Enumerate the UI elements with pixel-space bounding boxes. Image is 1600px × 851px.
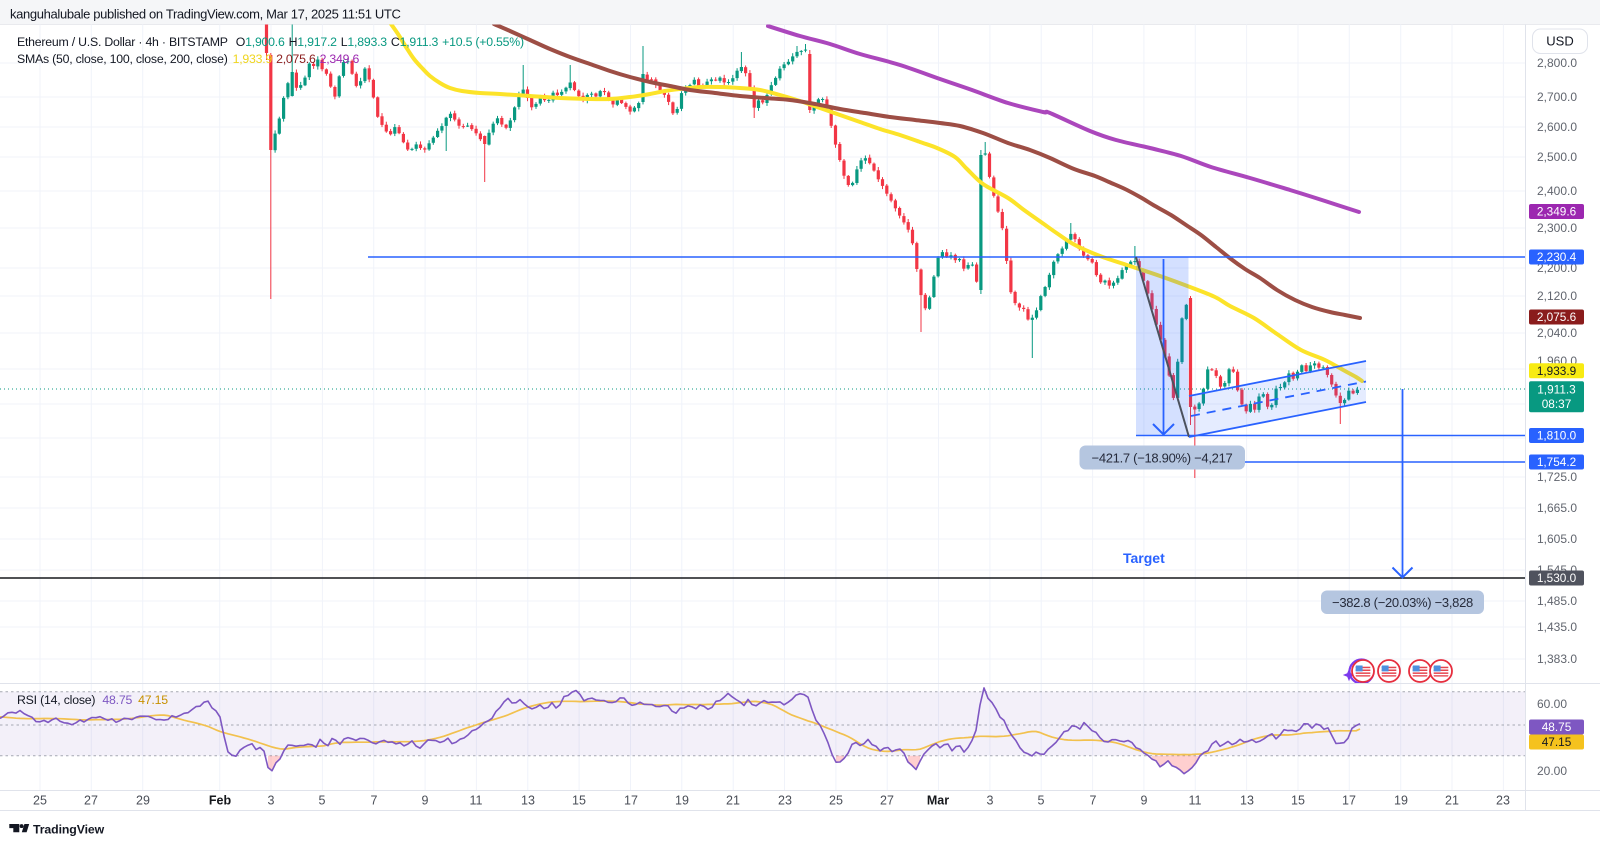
svg-text:1,933.9: 1,933.9	[1537, 364, 1576, 378]
svg-text:Target: Target	[1123, 550, 1165, 566]
svg-text:kanguhalubale published on Tra: kanguhalubale published on TradingView.c…	[10, 7, 401, 22]
svg-text:Feb: Feb	[209, 794, 232, 808]
svg-text:TradingView: TradingView	[33, 823, 105, 837]
svg-text:9: 9	[422, 794, 429, 808]
svg-text:1,485.0: 1,485.0	[1537, 594, 1577, 608]
svg-text:2,349.6: 2,349.6	[1537, 205, 1577, 219]
svg-text:2,700.0: 2,700.0	[1537, 90, 1577, 104]
svg-text:11: 11	[1189, 794, 1202, 808]
svg-text:Ethereum / U.S. Dollar · 4h ·: Ethereum / U.S. Dollar · 4h · BITSTAMP O1…	[17, 35, 524, 49]
svg-text:47.15: 47.15	[1542, 735, 1572, 749]
svg-text:08:37: 08:37	[1542, 397, 1572, 411]
svg-text:7: 7	[371, 794, 378, 808]
svg-text:1,725.0: 1,725.0	[1537, 470, 1577, 484]
svg-text:1,754.2: 1,754.2	[1537, 455, 1576, 469]
svg-text:1,605.0: 1,605.0	[1537, 532, 1577, 546]
svg-text:7: 7	[1090, 794, 1097, 808]
svg-text:25: 25	[829, 794, 843, 808]
svg-text:2,600.0: 2,600.0	[1537, 120, 1577, 134]
svg-text:2,230.4: 2,230.4	[1537, 250, 1577, 264]
svg-text:19: 19	[1394, 794, 1408, 808]
svg-text:23: 23	[1496, 794, 1510, 808]
svg-text:20.00: 20.00	[1537, 764, 1567, 778]
svg-text:1,530.0: 1,530.0	[1537, 571, 1577, 585]
svg-text:5: 5	[1038, 794, 1045, 808]
svg-text:17: 17	[624, 794, 638, 808]
svg-text:15: 15	[572, 794, 586, 808]
svg-text:19: 19	[675, 794, 689, 808]
svg-text:1,911.3: 1,911.3	[1537, 383, 1576, 397]
svg-text:2,400.0: 2,400.0	[1537, 184, 1577, 198]
svg-text:USD: USD	[1546, 34, 1573, 49]
svg-text:Mar: Mar	[927, 794, 949, 808]
svg-text:2,800.0: 2,800.0	[1537, 56, 1577, 70]
svg-text:11: 11	[470, 794, 483, 808]
svg-text:3: 3	[268, 794, 275, 808]
svg-text:23: 23	[778, 794, 792, 808]
svg-text:2,500.0: 2,500.0	[1537, 150, 1577, 164]
svg-text:29: 29	[136, 794, 150, 808]
svg-text:−382.8 (−20.03%) −3,828: −382.8 (−20.03%) −3,828	[1332, 595, 1473, 610]
svg-text:9: 9	[1141, 794, 1148, 808]
svg-text:27: 27	[84, 794, 98, 808]
svg-text:2,120.0: 2,120.0	[1537, 289, 1577, 303]
svg-text:17: 17	[1342, 794, 1356, 808]
svg-text:2,040.0: 2,040.0	[1537, 326, 1577, 340]
svg-text:48.75: 48.75	[1542, 720, 1572, 734]
svg-text:3: 3	[987, 794, 994, 808]
svg-text:2,300.0: 2,300.0	[1537, 221, 1577, 235]
svg-text:21: 21	[726, 794, 740, 808]
svg-text:SMAs (50, close, 100, close, 2: SMAs (50, close, 100, close, 200, close)…	[17, 52, 359, 66]
svg-text:5: 5	[319, 794, 326, 808]
svg-text:27: 27	[880, 794, 894, 808]
svg-text:−421.7 (−18.90%) −4,217: −421.7 (−18.90%) −4,217	[1092, 451, 1233, 466]
svg-text:60.00: 60.00	[1537, 697, 1567, 711]
svg-text:15: 15	[1291, 794, 1305, 808]
svg-text:1,383.0: 1,383.0	[1537, 652, 1577, 666]
svg-text:13: 13	[521, 794, 535, 808]
svg-text:1,665.0: 1,665.0	[1537, 501, 1577, 515]
svg-text:13: 13	[1240, 794, 1254, 808]
svg-text:1,435.0: 1,435.0	[1537, 620, 1577, 634]
svg-text:21: 21	[1445, 794, 1459, 808]
svg-text:1,810.0: 1,810.0	[1537, 429, 1577, 443]
svg-text:25: 25	[33, 794, 47, 808]
svg-text:2,075.6: 2,075.6	[1537, 310, 1577, 324]
